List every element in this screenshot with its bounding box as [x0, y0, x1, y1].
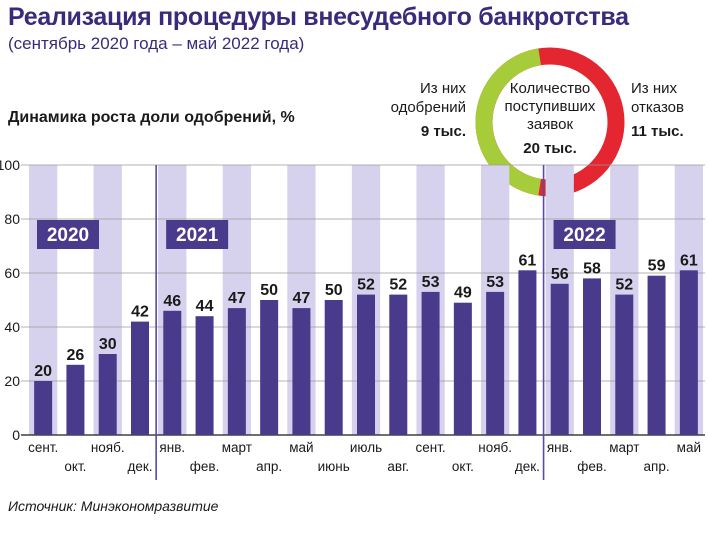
- x-tick-label: апр.: [256, 459, 282, 474]
- bar: [324, 300, 343, 435]
- rejected-line1: Из них: [631, 80, 677, 97]
- x-tick-label: окт.: [64, 459, 86, 474]
- y-tick-label: 0: [12, 427, 20, 443]
- bar: [453, 302, 472, 435]
- y-tick-label: 40: [4, 319, 20, 335]
- rejected-label: Из них отказов 11 тыс.: [631, 79, 706, 141]
- x-tick-label: фев.: [577, 459, 607, 474]
- bar-value-label: 47: [293, 290, 311, 307]
- bar-value-label: 52: [357, 277, 375, 294]
- bar: [615, 294, 634, 435]
- bar: [292, 308, 311, 435]
- approved-line2: одобрений: [390, 99, 466, 116]
- x-tick-label: дек.: [515, 459, 540, 474]
- approved-line1: Из них: [420, 80, 466, 97]
- bar-value-label: 53: [486, 274, 504, 291]
- x-tick-label: июнь: [318, 459, 350, 474]
- bar: [550, 283, 569, 435]
- bar: [679, 270, 698, 435]
- x-tick-label: март: [222, 440, 252, 455]
- bar: [163, 310, 182, 435]
- x-tick-label: нояб.: [91, 440, 125, 455]
- donut-center-line2: поступивших: [504, 98, 596, 115]
- x-tick-label: фев.: [190, 459, 220, 474]
- x-tick-label: нояб.: [478, 440, 512, 455]
- bar-value-label: 42: [131, 304, 149, 321]
- header: Реализация процедуры внесудебного банкро…: [0, 0, 708, 70]
- approved-value: 9 тыс.: [420, 123, 466, 140]
- rejected-value: 11 тыс.: [631, 123, 684, 140]
- bar-value-label: 20: [34, 363, 52, 380]
- donut-center: Количество поступивших заявок 20 тыс.: [495, 80, 605, 158]
- chart-title: Динамика роста доли одобрений, %: [8, 109, 295, 126]
- x-tick-label: янв.: [547, 440, 573, 455]
- bar-value-label: 53: [422, 274, 440, 291]
- bar-value-label: 50: [260, 282, 278, 299]
- x-tick-label: дек.: [127, 459, 152, 474]
- bar: [98, 354, 117, 435]
- x-tick-label: авг.: [387, 459, 409, 474]
- donut-approved-segment: [475, 48, 542, 196]
- bar: [486, 291, 505, 435]
- bar-value-label: 61: [519, 252, 537, 269]
- bar-value-label: 52: [389, 277, 407, 294]
- bar-value-label: 58: [583, 260, 601, 277]
- bar-chart: 0 20 40 60 80 100 2020 2021 2022 20 сент. 26 окт. 30 н…: [0, 157, 705, 480]
- y-tick-label: 20: [4, 373, 20, 389]
- bar: [647, 275, 666, 435]
- source-note: Источник: Минэкономразвитие: [8, 498, 219, 514]
- y-tick-label: 80: [4, 211, 20, 227]
- bar-value-label: 49: [454, 285, 472, 302]
- year-label-box: [37, 220, 99, 249]
- year-label-box: [166, 220, 229, 249]
- bar-value-label: 52: [615, 277, 633, 294]
- bar: [583, 278, 601, 435]
- x-tick-label: апр.: [644, 459, 670, 474]
- x-tick-label: май: [677, 440, 701, 455]
- year-label: 2022: [563, 225, 605, 246]
- page-title: Реализация процедуры внесудебного банкро…: [8, 3, 629, 31]
- x-tick-label: янв.: [159, 440, 185, 455]
- approved-label: Из них одобрений 9 тыс.: [360, 79, 466, 141]
- bar: [421, 291, 440, 435]
- year-label: 2020: [47, 225, 89, 246]
- x-tick-label: окт.: [452, 459, 474, 474]
- bar-value-label: 61: [680, 252, 698, 269]
- bar-value-label: 46: [163, 293, 181, 310]
- bar-value-label: 47: [228, 290, 246, 307]
- bar: [195, 316, 214, 435]
- bar-value-label: 50: [325, 282, 343, 299]
- bar: [518, 270, 537, 435]
- bar-value-label: 56: [551, 266, 569, 283]
- bar-value-label: 59: [648, 258, 666, 275]
- bar: [389, 294, 408, 435]
- x-tick-label: март: [609, 440, 639, 455]
- y-tick-label: 60: [4, 265, 20, 281]
- bar-value-label: 44: [196, 298, 214, 315]
- bar: [227, 308, 246, 435]
- year-label: 2021: [176, 225, 219, 246]
- x-tick-label: сент.: [28, 440, 58, 455]
- bar-value-label: 26: [67, 347, 85, 364]
- year-label-box: [553, 220, 616, 249]
- x-tick-label: июль: [350, 440, 382, 455]
- donut-center-total: 20 тыс.: [523, 140, 577, 157]
- donut-center-line1: Количество: [509, 80, 591, 97]
- bar: [357, 294, 375, 435]
- bar: [34, 381, 53, 435]
- bar: [66, 364, 85, 435]
- bar: [260, 300, 279, 435]
- page-subtitle: (сентябрь 2020 года – май 2022 года): [8, 34, 305, 53]
- y-tick-label: 100: [0, 157, 20, 173]
- bar-value-label: 30: [99, 336, 117, 353]
- x-tick-label: май: [289, 440, 313, 455]
- bar: [131, 321, 149, 435]
- x-tick-label: сент.: [415, 440, 445, 455]
- donut-center-line3: заявок: [526, 116, 574, 133]
- rejected-line2: отказов: [631, 99, 684, 116]
